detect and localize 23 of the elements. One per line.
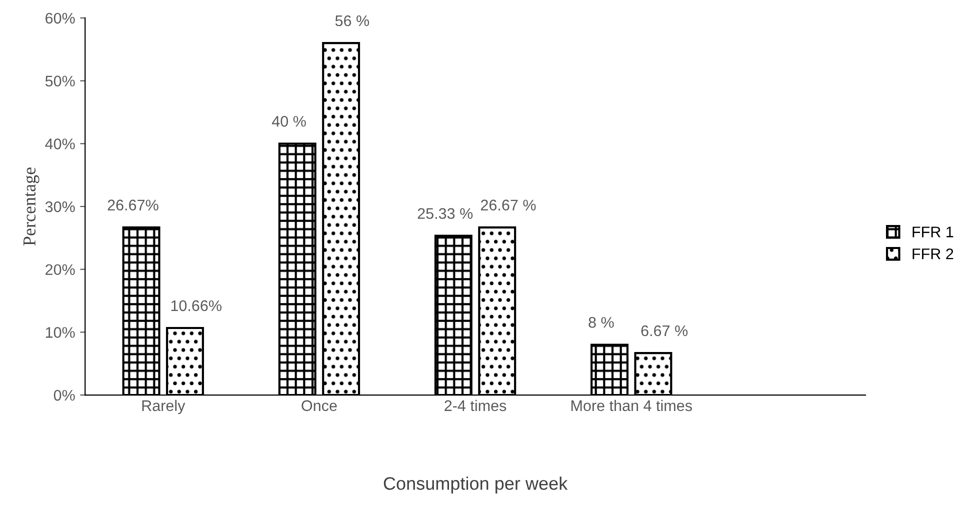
x-axis-title: Consumption per week <box>384 476 568 494</box>
legend-label: FFR 2 <box>912 248 954 260</box>
data-label: 6.67 % <box>641 325 688 336</box>
y-tick-label: 0% <box>54 390 75 401</box>
data-label: 10.66% <box>171 300 222 312</box>
data-label: 40 % <box>272 116 306 127</box>
data-label: 56 % <box>335 15 370 26</box>
x-tick-label: Rarely <box>142 400 186 414</box>
data-label: 26.67% <box>108 200 158 210</box>
data-label: 25.33 % <box>418 208 473 219</box>
y-tick-label: 60% <box>46 12 75 24</box>
y-tick-label: 30% <box>45 201 75 212</box>
x-tick-label: Once <box>302 400 337 412</box>
y-tick-label: 40% <box>45 138 75 150</box>
y-tick-label: 10% <box>46 327 75 338</box>
y-tick-label: 20% <box>46 264 75 276</box>
data-label: 8 % <box>588 317 614 328</box>
y-axis-title: Percentage <box>24 168 40 246</box>
data-label: 26.67 % <box>480 200 536 210</box>
legend-label: FFR 1 <box>912 226 954 238</box>
x-tick-label: More than 4 times <box>571 400 692 412</box>
y-tick-label: 50% <box>45 76 75 86</box>
x-tick-label: 2-4 times <box>444 400 506 412</box>
